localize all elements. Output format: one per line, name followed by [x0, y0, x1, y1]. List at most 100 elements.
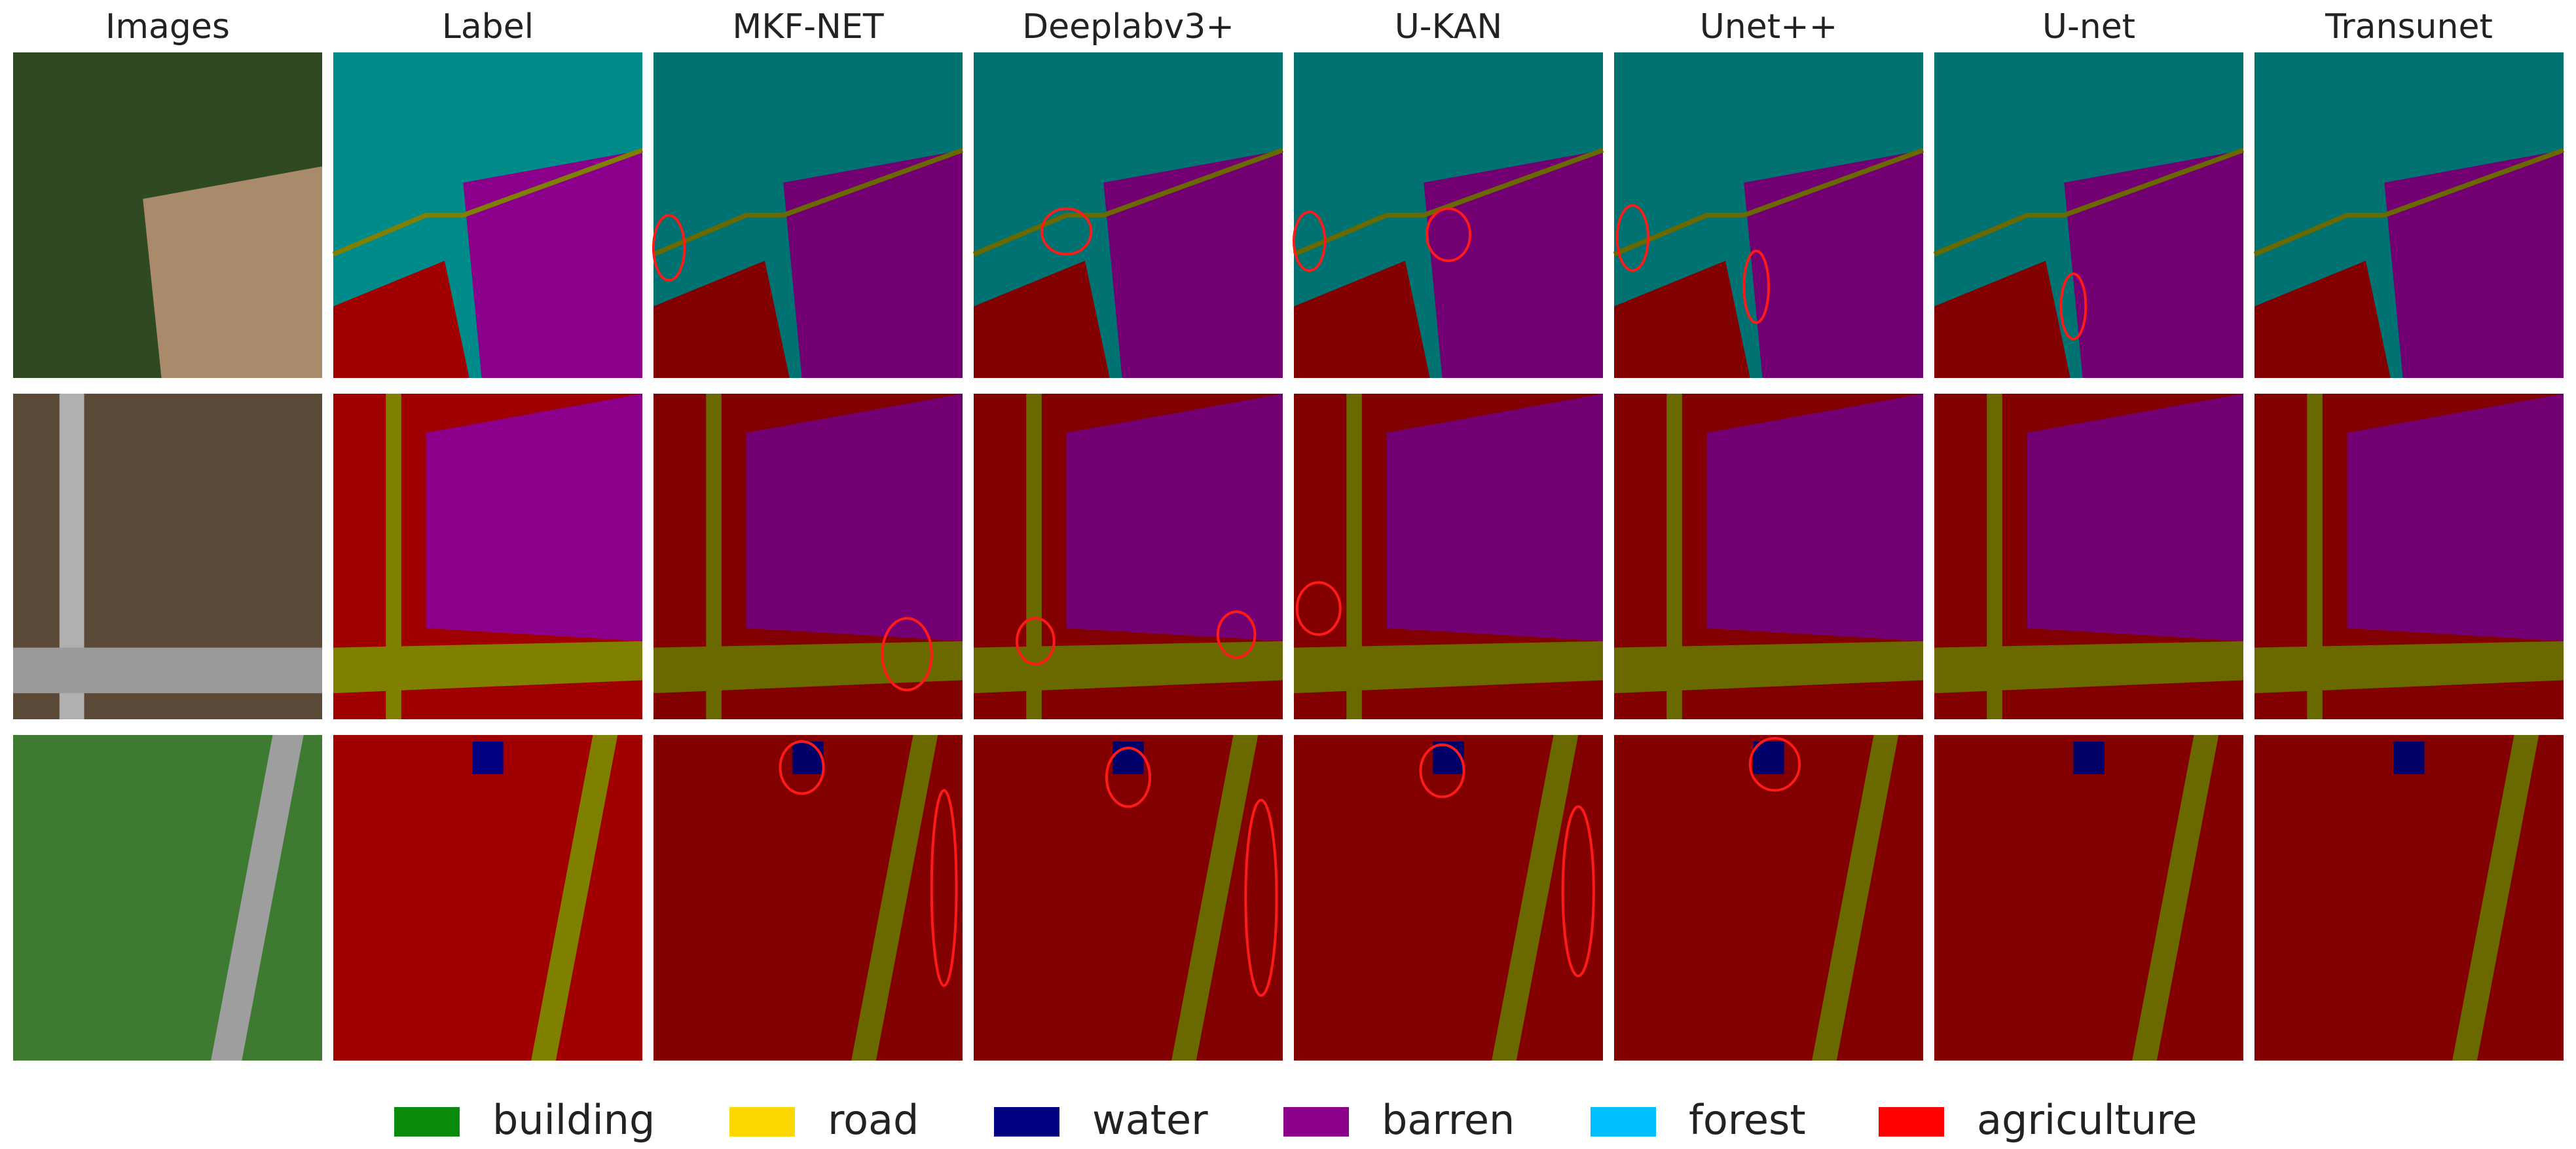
- panel: [974, 735, 1283, 1061]
- texture-overlay: [974, 394, 1283, 719]
- barren: [1424, 150, 1603, 378]
- road: [1987, 394, 2002, 719]
- road: [653, 641, 963, 694]
- barren: [1744, 150, 1923, 378]
- barren: [463, 150, 642, 378]
- road: [2132, 735, 2219, 1061]
- agri: [2254, 261, 2391, 378]
- agri: [1614, 261, 1750, 378]
- highlight-circle: [1245, 800, 1276, 995]
- water: [2393, 741, 2425, 774]
- texture-overlay: [653, 394, 963, 719]
- road: [851, 735, 938, 1061]
- panel: [2254, 394, 2564, 719]
- texture-overlay: [1614, 394, 1923, 719]
- texture-overlay: [1934, 52, 2243, 378]
- road: [1492, 735, 1579, 1061]
- panel: [974, 394, 1283, 719]
- water: [1753, 741, 1784, 774]
- texture-overlay: [1294, 735, 1603, 1061]
- water: [472, 741, 504, 774]
- panel: [2253, 52, 2565, 378]
- texture-overlay: [653, 52, 963, 378]
- texture-overlay: [1614, 735, 1923, 1061]
- texture-overlay: [1934, 394, 2243, 719]
- column-header: U-net: [2042, 7, 2135, 47]
- texture-overlay: [1614, 52, 1923, 378]
- agri: [1294, 261, 1430, 378]
- legend-swatch: [1283, 1107, 1349, 1137]
- water: [792, 741, 824, 774]
- column-header: U-KAN: [1395, 7, 1502, 47]
- panel: [1294, 52, 1604, 378]
- column-header: Transunet: [2325, 7, 2493, 47]
- road: [211, 735, 304, 1061]
- panel: [1934, 735, 2243, 1061]
- column-header: Images: [105, 7, 230, 47]
- panel: [333, 735, 642, 1061]
- road: [386, 394, 401, 719]
- barren: [1066, 394, 1283, 641]
- highlight-circle: [1744, 251, 1769, 322]
- agri: [653, 261, 790, 378]
- road: [531, 735, 618, 1061]
- panel: [1294, 735, 1603, 1061]
- panel: [1934, 394, 2243, 719]
- highlight-circle: [1017, 618, 1054, 664]
- panel: [13, 735, 322, 1061]
- legend-label: barren: [1382, 1096, 1515, 1144]
- legend-label: water: [1092, 1096, 1208, 1144]
- highlight-circle: [2061, 274, 2086, 339]
- panel: [1614, 735, 1923, 1061]
- road: [652, 147, 964, 257]
- legend-label: road: [828, 1096, 919, 1144]
- texture-overlay: [2254, 52, 2564, 378]
- panel: [332, 52, 644, 378]
- legend-label: forest: [1689, 1096, 1806, 1144]
- highlight-circle: [1563, 806, 1594, 975]
- highlight-circle: [1042, 209, 1092, 255]
- barren: [1706, 394, 1923, 641]
- road: [2452, 735, 2539, 1061]
- highlight-circle: [1427, 209, 1470, 261]
- highlight-circle: [653, 216, 684, 280]
- barren: [2347, 394, 2564, 641]
- panel: [653, 735, 963, 1061]
- texture-overlay: [1294, 394, 1603, 719]
- highlight-circle: [932, 790, 957, 985]
- panel: [652, 52, 964, 378]
- field: [143, 166, 322, 378]
- panel: [13, 52, 322, 378]
- legend-swatch: [729, 1107, 795, 1137]
- panel: [653, 394, 963, 719]
- texture-overlay: [653, 735, 963, 1061]
- highlight-circle: [781, 742, 824, 794]
- highlight-circle: [882, 618, 932, 690]
- highlight-circle: [1218, 612, 1255, 658]
- highlight-circle: [1617, 206, 1648, 271]
- road: [1666, 394, 1682, 719]
- road: [1934, 641, 2243, 694]
- road: [1171, 735, 1259, 1061]
- barren: [1386, 394, 1603, 641]
- highlight-circle: [1294, 212, 1325, 271]
- panel: [1933, 52, 2245, 378]
- column-header: Label: [442, 7, 534, 47]
- barren: [2027, 394, 2243, 641]
- road: [1933, 147, 2245, 257]
- agri: [333, 261, 469, 378]
- column-header: Deeplabv3+: [1022, 7, 1234, 47]
- column-header: MKF-NET: [732, 7, 883, 47]
- highlight-circle: [1297, 582, 1340, 635]
- texture-overlay: [974, 735, 1283, 1061]
- road: [2253, 147, 2565, 257]
- road: [1346, 394, 1362, 719]
- legend-label: building: [492, 1096, 655, 1144]
- panel: [1614, 52, 1924, 378]
- road: [332, 147, 644, 257]
- road: [2307, 394, 2323, 719]
- legend-swatch: [1879, 1107, 1944, 1137]
- water: [2073, 741, 2105, 774]
- road: [706, 394, 722, 719]
